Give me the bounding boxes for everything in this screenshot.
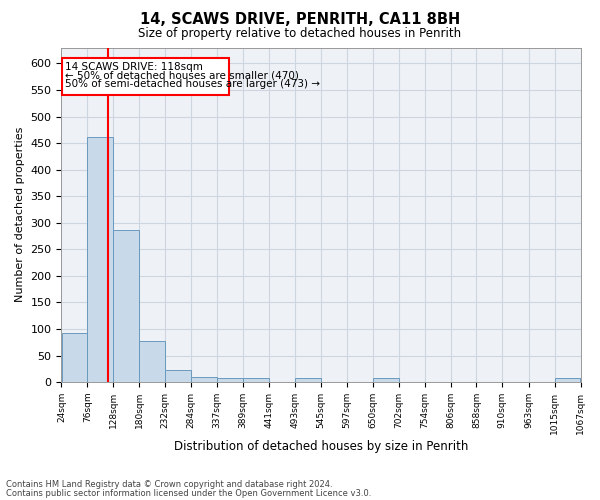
Bar <box>243 378 269 382</box>
Bar <box>555 378 580 382</box>
Text: Contains public sector information licensed under the Open Government Licence v3: Contains public sector information licen… <box>6 489 371 498</box>
Bar <box>62 58 229 95</box>
Bar <box>295 378 320 382</box>
Bar <box>62 332 87 382</box>
Y-axis label: Number of detached properties: Number of detached properties <box>15 127 25 302</box>
Bar <box>217 378 243 382</box>
Bar <box>165 370 191 382</box>
Bar <box>113 230 139 382</box>
Text: 14, SCAWS DRIVE, PENRITH, CA11 8BH: 14, SCAWS DRIVE, PENRITH, CA11 8BH <box>140 12 460 28</box>
Text: 14 SCAWS DRIVE: 118sqm: 14 SCAWS DRIVE: 118sqm <box>65 62 203 72</box>
Bar <box>139 341 165 382</box>
X-axis label: Distribution of detached houses by size in Penrith: Distribution of detached houses by size … <box>174 440 468 452</box>
Text: 50% of semi-detached houses are larger (473) →: 50% of semi-detached houses are larger (… <box>65 79 320 89</box>
Bar <box>88 136 113 382</box>
Text: Size of property relative to detached houses in Penrith: Size of property relative to detached ho… <box>139 28 461 40</box>
Bar <box>373 378 399 382</box>
Bar <box>191 378 217 382</box>
Text: ← 50% of detached houses are smaller (470): ← 50% of detached houses are smaller (47… <box>65 70 299 81</box>
Text: Contains HM Land Registry data © Crown copyright and database right 2024.: Contains HM Land Registry data © Crown c… <box>6 480 332 489</box>
